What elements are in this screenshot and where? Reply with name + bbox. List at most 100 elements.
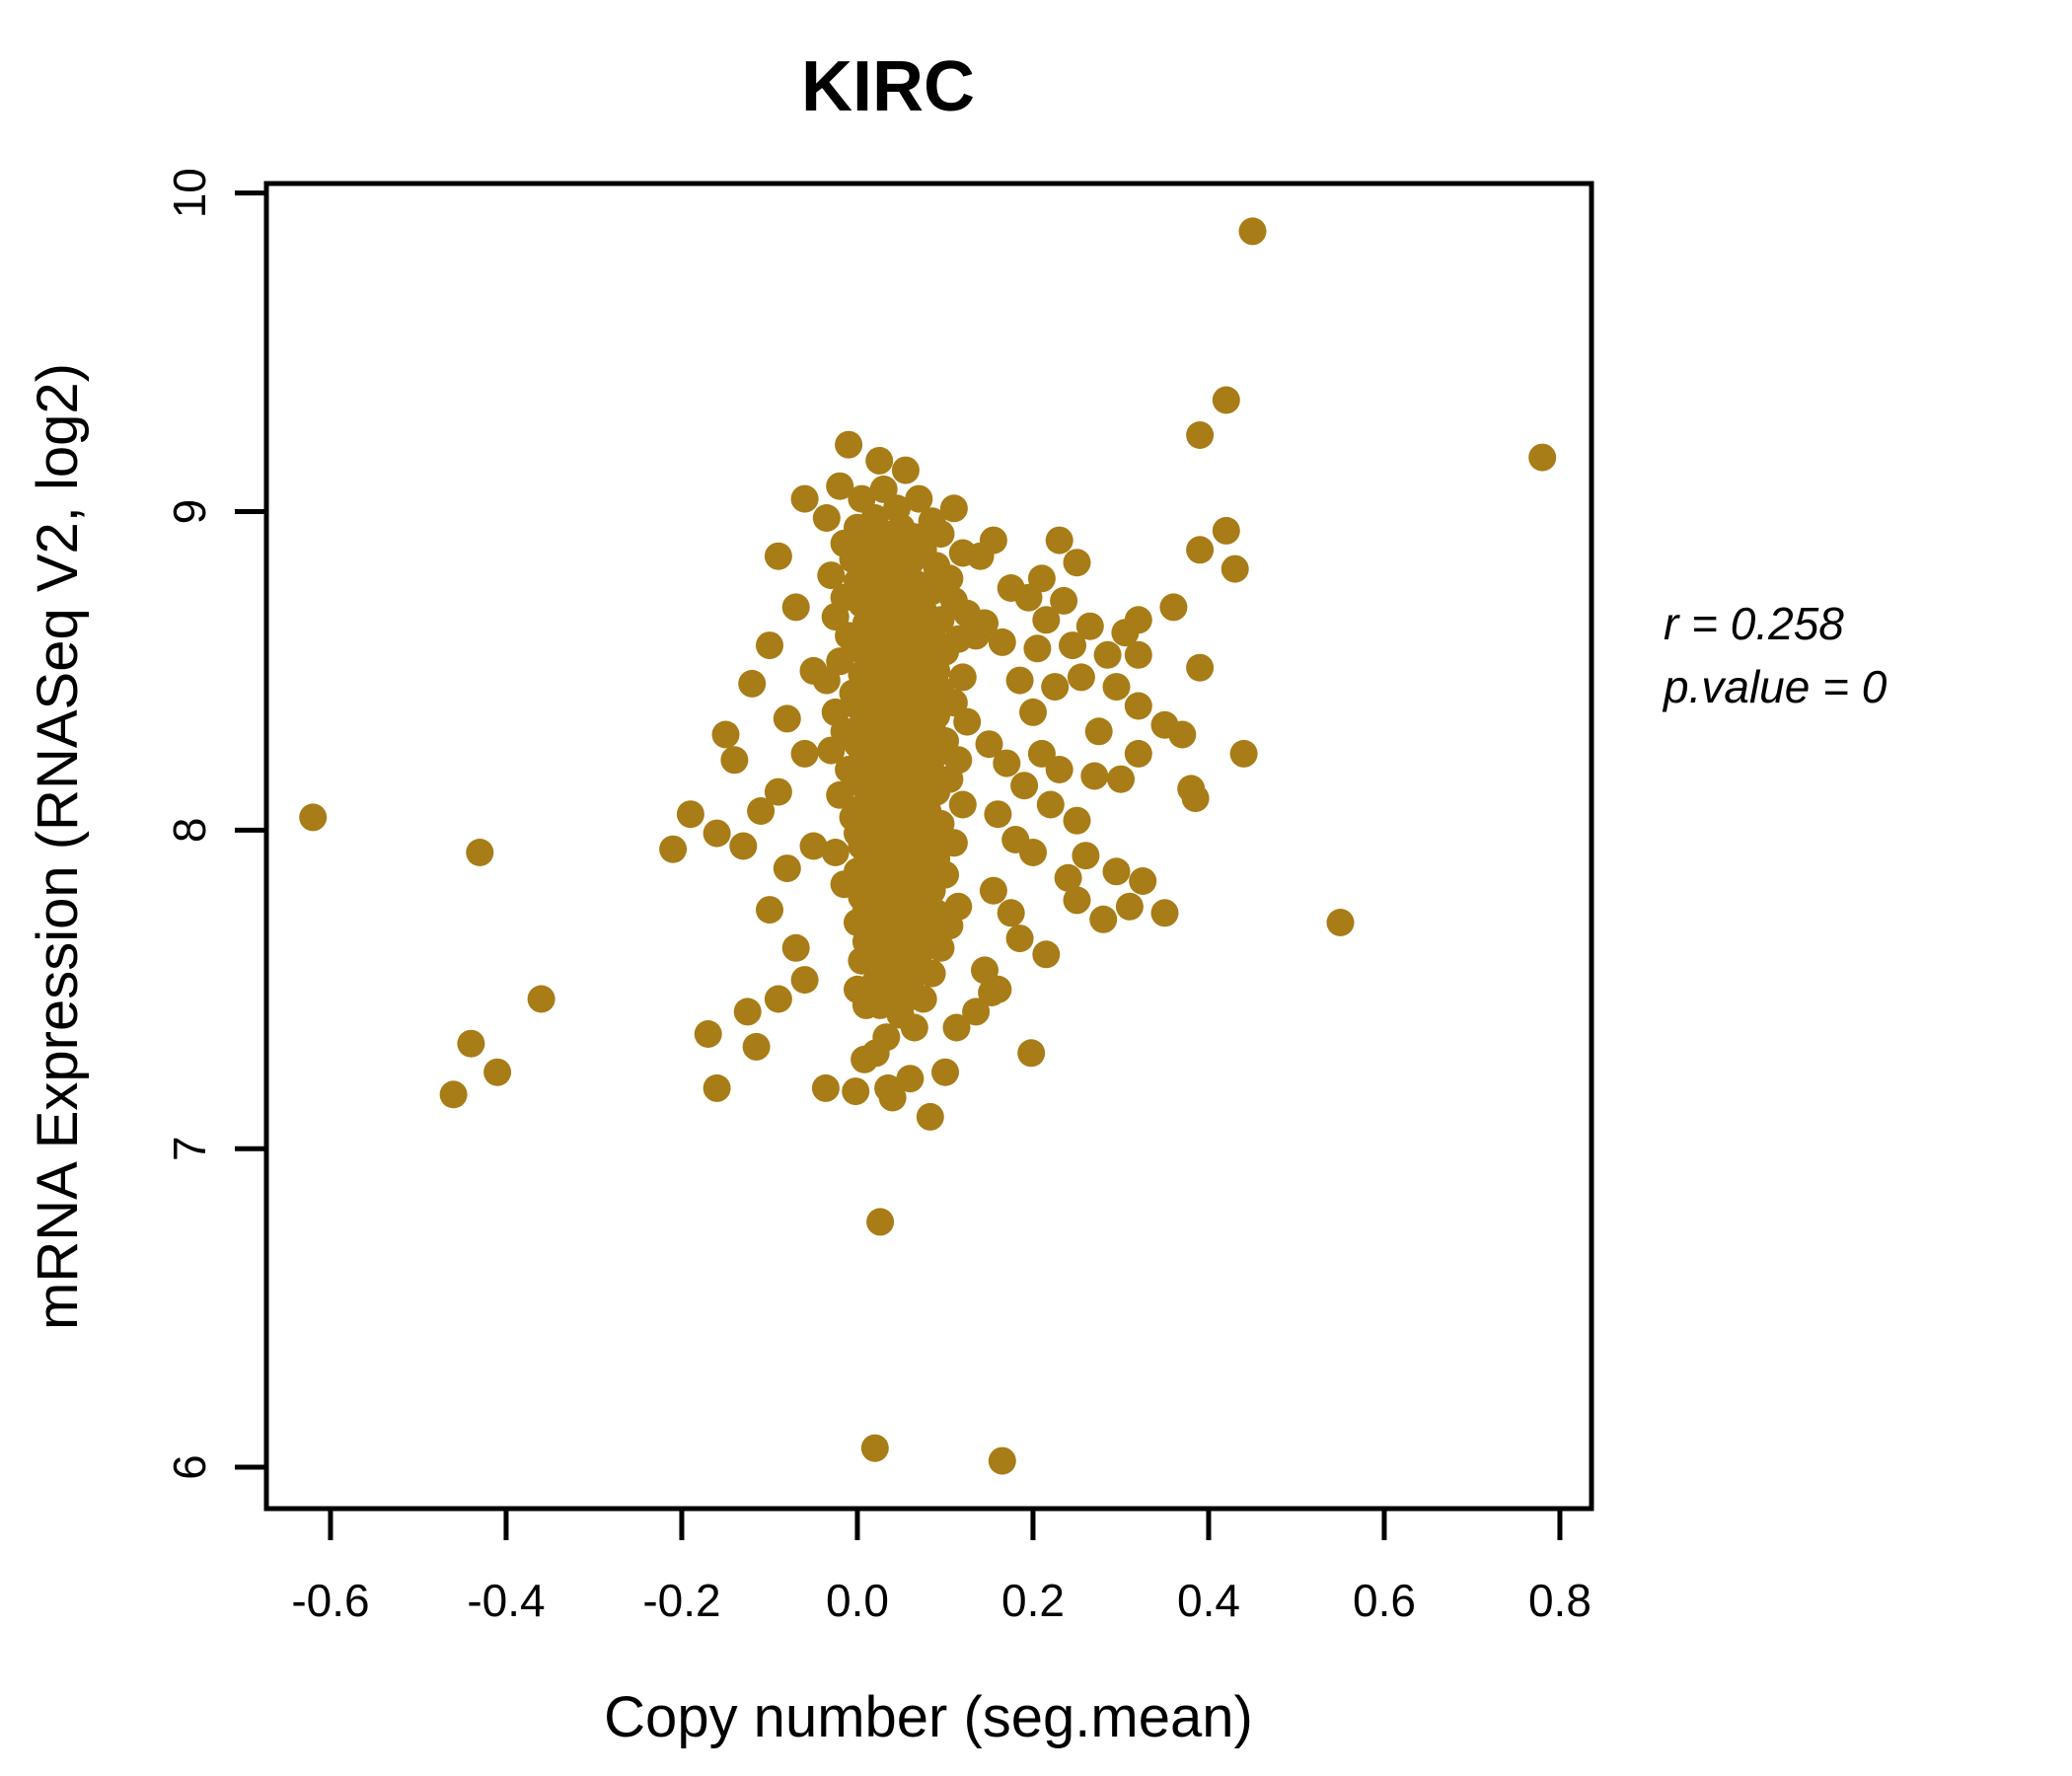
data-point <box>979 526 1007 555</box>
data-point <box>882 704 911 733</box>
data-point <box>742 1032 771 1061</box>
data-point <box>865 446 894 475</box>
x-axis-tick-labels: -0.6 -0.4 -0.2 0.0 0.2 0.4 0.6 0.8 <box>291 1575 1591 1626</box>
data-point <box>1124 692 1152 720</box>
data-point <box>790 739 819 768</box>
data-point <box>483 1058 512 1086</box>
data-point <box>790 484 819 513</box>
data-point <box>738 669 767 698</box>
x-axis-title: Copy number (seg.mean) <box>604 1685 1253 1749</box>
data-point <box>1019 698 1047 726</box>
data-point <box>812 504 841 532</box>
x-tick-label: 0.4 <box>1177 1575 1240 1626</box>
data-point <box>781 933 810 962</box>
data-point <box>1063 549 1091 577</box>
data-point <box>1005 666 1034 695</box>
correlation-pvalue-text: p.value = 0 <box>1662 661 1887 712</box>
data-point <box>979 876 1007 905</box>
data-point <box>811 1073 840 1102</box>
data-point <box>896 1065 925 1093</box>
data-point <box>918 959 946 988</box>
x-tick-label: 0.0 <box>826 1575 889 1626</box>
data-point <box>527 985 555 1013</box>
data-point <box>817 736 846 765</box>
y-tick-label: 9 <box>164 499 215 525</box>
data-point <box>948 663 977 692</box>
data-point <box>1032 606 1061 634</box>
data-point <box>899 730 927 759</box>
data-point <box>747 797 776 825</box>
data-point <box>466 839 494 866</box>
data-point <box>439 1080 468 1109</box>
data-point <box>848 946 876 975</box>
data-point <box>1045 756 1073 783</box>
data-point <box>975 730 1003 759</box>
data-point <box>457 1029 485 1058</box>
data-point <box>1150 899 1179 927</box>
data-point <box>826 780 854 809</box>
data-point <box>1084 717 1113 746</box>
data-point <box>1238 217 1267 246</box>
data-point <box>1212 386 1240 414</box>
y-tick-label: 8 <box>164 818 215 844</box>
data-point <box>711 720 740 749</box>
data-point <box>1027 739 1056 768</box>
data-point <box>1080 762 1109 790</box>
data-point <box>948 790 977 819</box>
data-point <box>812 666 841 695</box>
data-point <box>878 1083 907 1112</box>
x-tick-label: 0.8 <box>1528 1575 1591 1626</box>
data-point <box>962 998 991 1026</box>
data-point <box>1102 673 1131 702</box>
x-tick-label: -0.2 <box>642 1575 720 1626</box>
data-point <box>817 561 846 590</box>
x-tick-label: -0.4 <box>467 1575 545 1626</box>
data-point <box>1063 806 1091 835</box>
data-point <box>764 542 792 570</box>
data-point <box>729 832 758 860</box>
data-point <box>1528 443 1557 472</box>
data-point <box>1229 739 1258 768</box>
data-point <box>299 803 328 832</box>
scatter-points <box>299 217 1557 1475</box>
data-point <box>1023 634 1052 663</box>
data-point <box>764 985 792 1013</box>
data-point <box>1032 940 1061 969</box>
data-point <box>1063 886 1091 915</box>
data-point <box>764 777 792 806</box>
data-point <box>790 966 819 995</box>
data-point <box>799 832 828 860</box>
data-point <box>896 892 925 921</box>
data-point <box>1107 765 1135 793</box>
data-point <box>988 1446 1016 1475</box>
y-tick-label: 6 <box>164 1454 215 1480</box>
plot-box <box>263 181 1594 1512</box>
data-point <box>1041 673 1070 702</box>
data-point <box>1017 1039 1046 1068</box>
data-point <box>1059 631 1086 660</box>
data-point <box>1089 905 1118 933</box>
data-point <box>1221 555 1249 583</box>
data-point <box>703 1073 731 1102</box>
data-point <box>935 912 964 940</box>
data-point <box>866 1208 895 1236</box>
data-point <box>1027 564 1056 593</box>
data-point <box>1067 663 1095 692</box>
data-point <box>1075 612 1104 640</box>
data-point <box>971 609 999 637</box>
x-tick-label: 0.6 <box>1353 1575 1416 1626</box>
data-point <box>1045 526 1073 555</box>
data-point <box>676 800 704 829</box>
data-point <box>1129 867 1157 895</box>
y-tick-label: 7 <box>164 1136 215 1161</box>
data-point <box>905 484 933 513</box>
data-point <box>891 456 920 484</box>
data-point <box>1019 839 1047 866</box>
data-point <box>1124 640 1152 669</box>
data-point <box>892 663 921 692</box>
x-tick-label: 0.2 <box>1001 1575 1065 1626</box>
data-point <box>993 749 1021 777</box>
data-point <box>1124 606 1152 634</box>
y-axis-title: mRNA Expression (RNASeq V2, log2) <box>26 363 90 1330</box>
data-point <box>851 1045 879 1073</box>
